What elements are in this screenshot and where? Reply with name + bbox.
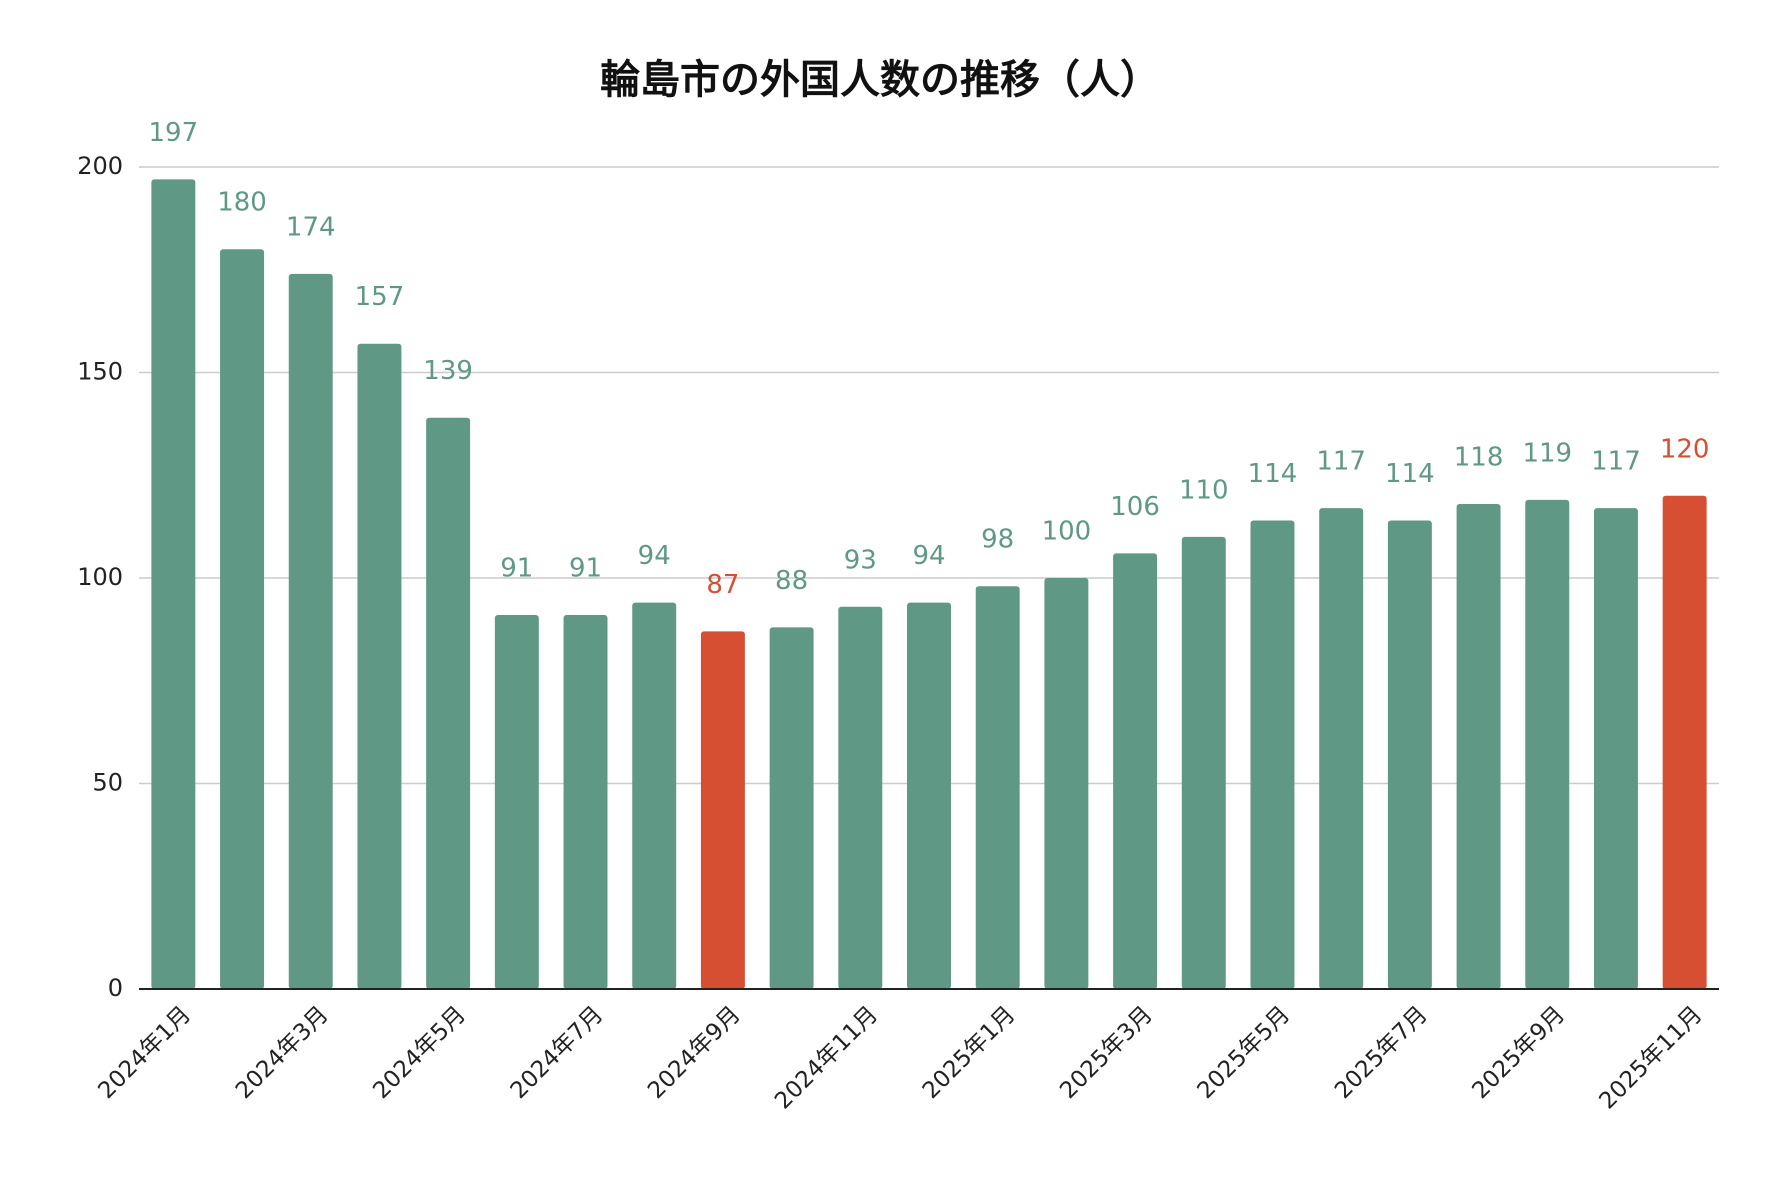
x-tick-label: 2025年11月 [1594,1001,1707,1114]
chart-title: 輪島市の外国人数の推移（人） [600,57,1160,103]
x-tick-label: 2025年1月 [918,1001,1021,1104]
bar [1387,520,1432,989]
bar [838,606,883,989]
value-label: 119 [1522,438,1572,468]
bar [975,586,1020,989]
bar [1250,520,1295,989]
bar [1319,508,1364,989]
value-label: 98 [981,525,1014,555]
value-label: 180 [217,188,267,218]
bar [700,631,745,989]
value-label: 91 [569,553,602,583]
value-label: 139 [423,356,473,386]
value-label: 87 [706,570,739,600]
bar [494,614,539,989]
value-label: 157 [355,282,405,312]
value-label: 93 [844,545,877,575]
bar [1525,499,1570,989]
value-label: 174 [286,212,336,242]
value-label: 118 [1454,443,1504,473]
y-tick-label: 100 [77,563,123,591]
x-tick-label: 2024年3月 [231,1001,334,1104]
x-tick-label: 2024年1月 [94,1001,197,1104]
x-tick-label: 2024年11月 [770,1001,883,1114]
bar [563,614,608,989]
value-label: 110 [1179,475,1229,505]
x-tick-label: 2025年9月 [1467,1001,1570,1104]
bar [1181,536,1226,989]
value-label: 114 [1385,459,1435,489]
value-label: 88 [775,566,808,596]
value-label: 117 [1316,447,1366,477]
x-tick-label: 2025年5月 [1193,1001,1296,1104]
bar [1044,578,1089,989]
y-tick-label: 0 [108,974,123,1002]
bar [1593,508,1638,989]
x-tick-label: 2025年3月 [1055,1001,1158,1104]
value-label: 94 [912,541,945,571]
bar [769,627,814,989]
value-label: 117 [1591,447,1641,477]
x-tick-label: 2024年5月 [368,1001,471,1104]
bar [907,602,951,989]
bar [1456,504,1501,989]
value-label: 120 [1660,434,1710,464]
y-tick-label: 200 [77,152,123,180]
value-label: 114 [1248,459,1298,489]
x-tick-label: 2025年7月 [1330,1001,1433,1104]
y-tick-label: 150 [77,358,123,386]
bar [1113,553,1158,989]
bar [220,249,265,989]
bar [288,273,333,989]
value-label: 100 [1042,517,1092,547]
bar [357,343,402,990]
y-tick-label: 50 [92,769,123,797]
bar [426,417,471,990]
bar [1662,495,1707,989]
value-label: 91 [500,553,533,583]
x-tick-label: 2024年9月 [643,1001,746,1104]
bar [632,602,677,989]
value-label: 197 [149,118,199,148]
value-label: 106 [1110,492,1160,522]
bar [151,179,196,989]
value-label: 94 [638,541,671,571]
x-tick-label: 2024年7月 [506,1001,609,1104]
